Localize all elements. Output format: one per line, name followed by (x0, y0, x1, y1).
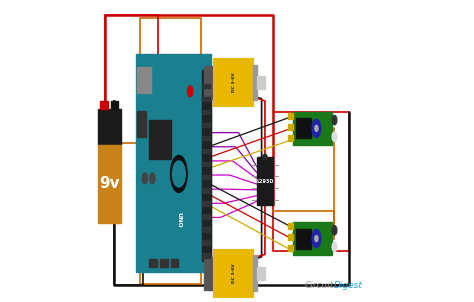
Bar (253, 65, 257, 100)
Ellipse shape (171, 156, 187, 192)
Text: L293D: L293D (256, 179, 273, 184)
Ellipse shape (142, 173, 147, 184)
Bar (201, 201, 211, 207)
Bar (110, 101, 118, 109)
Bar (201, 188, 211, 194)
Ellipse shape (150, 173, 155, 184)
Bar (98, 109, 121, 223)
Ellipse shape (312, 119, 321, 137)
Bar (204, 66, 214, 99)
Bar (137, 67, 151, 94)
Bar (201, 214, 211, 220)
Bar (288, 223, 293, 229)
Bar (149, 259, 157, 268)
Bar (160, 259, 167, 268)
Bar (257, 267, 265, 280)
Bar (214, 59, 253, 106)
Bar (201, 149, 211, 154)
Bar (293, 112, 332, 145)
Bar (201, 227, 211, 233)
Bar (98, 109, 121, 146)
Ellipse shape (332, 226, 337, 235)
Bar (257, 76, 265, 89)
Ellipse shape (332, 242, 337, 252)
Bar (201, 240, 211, 246)
Bar (296, 229, 311, 249)
Bar (100, 101, 108, 109)
Bar (214, 250, 253, 297)
Bar (201, 97, 211, 102)
Bar (288, 234, 293, 240)
Ellipse shape (173, 161, 185, 187)
Text: 9v: 9v (99, 176, 120, 191)
Bar (201, 175, 211, 181)
Text: DC 3-6V: DC 3-6V (232, 72, 236, 92)
Ellipse shape (332, 115, 337, 125)
Bar (98, 146, 121, 223)
Bar (201, 253, 211, 259)
Bar (171, 259, 178, 268)
Bar (256, 157, 273, 205)
Bar (201, 110, 211, 115)
Text: DC 3-6V: DC 3-6V (232, 263, 236, 283)
Ellipse shape (312, 230, 321, 248)
Bar (253, 255, 257, 291)
Text: UNO: UNO (176, 212, 182, 227)
Bar (149, 120, 171, 159)
Bar (201, 69, 211, 261)
Bar (201, 123, 211, 128)
Bar (288, 245, 293, 251)
Bar (288, 124, 293, 130)
Bar (201, 84, 211, 89)
Bar (201, 162, 211, 167)
Text: Circuit: Circuit (304, 281, 334, 290)
Text: Digest: Digest (334, 281, 363, 290)
Ellipse shape (315, 125, 318, 131)
Ellipse shape (263, 154, 267, 160)
Ellipse shape (332, 132, 337, 141)
Bar (201, 136, 211, 141)
Ellipse shape (315, 236, 318, 242)
Ellipse shape (188, 86, 193, 97)
Bar (288, 135, 293, 141)
Bar (296, 118, 311, 138)
Bar (137, 111, 146, 137)
Bar (136, 54, 211, 272)
Bar (293, 222, 332, 255)
Bar (288, 113, 293, 119)
Bar (204, 257, 214, 290)
